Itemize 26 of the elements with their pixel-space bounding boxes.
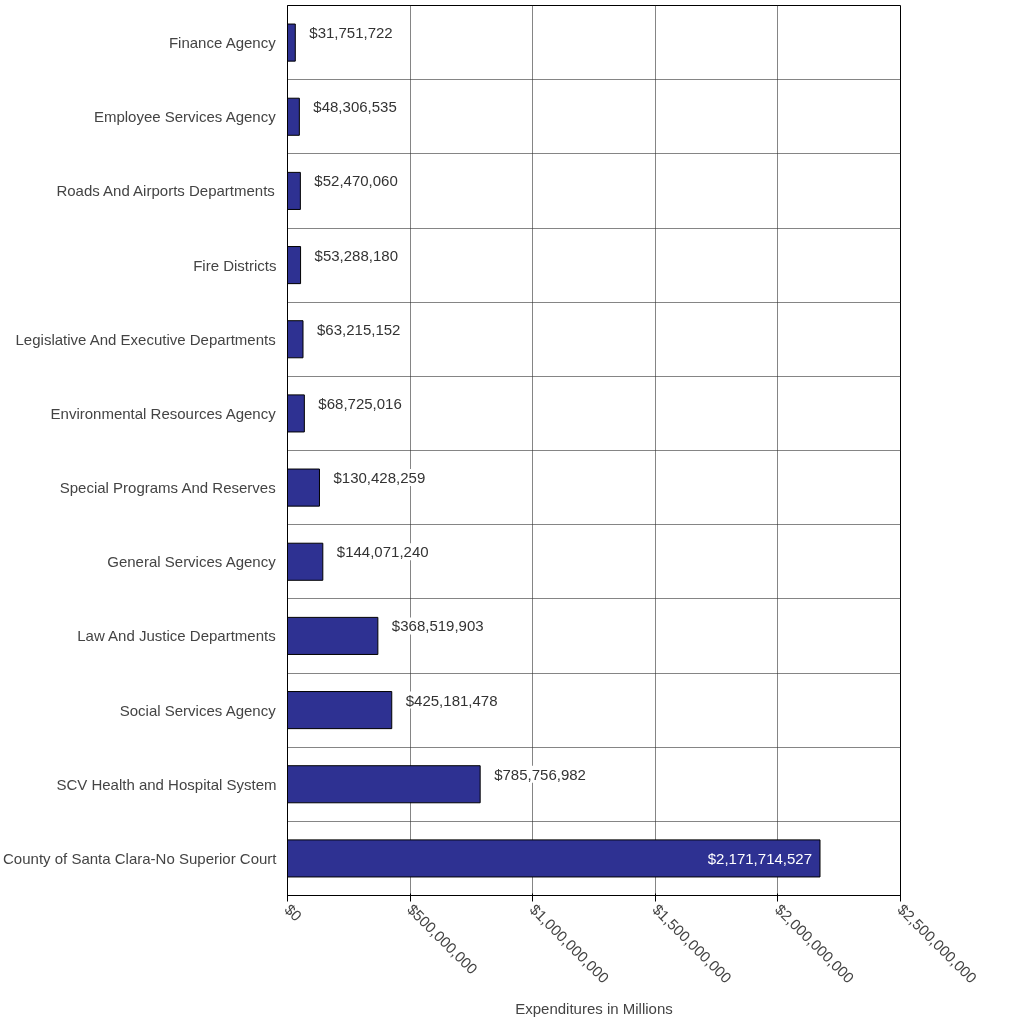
data-label: $785,756,982 [494, 765, 586, 783]
data-label: $2,171,714,527 [707, 849, 813, 867]
data-label: $52,470,060 [314, 172, 398, 190]
x-tick-label: $0 [281, 900, 306, 925]
y-tick-label: General Services Agency [107, 553, 277, 571]
data-label: $53,288,180 [314, 246, 398, 264]
data-label: $63,215,152 [317, 320, 401, 338]
data-label: $31,751,722 [309, 24, 393, 42]
y-tick-label: SCV Health and Hospital System [56, 775, 277, 793]
y-tick-label: Legislative And Executive Departments [15, 330, 276, 348]
data-label: $425,181,478 [405, 691, 498, 709]
y-tick-label: Fire Districts [193, 256, 277, 274]
y-tick-label: Employee Services Agency [93, 108, 277, 126]
data-label: $144,071,240 [336, 543, 429, 561]
y-tick-label: Roads And Airports Departments [56, 182, 275, 200]
y-tick-label: Special Programs And Reserves [59, 479, 276, 497]
y-tick-label: Finance Agency [168, 34, 277, 52]
x-axis-title: Expenditures in Millions [515, 1000, 673, 1018]
y-tick-label: Law And Justice Departments [77, 627, 276, 645]
data-label: $130,428,259 [333, 469, 426, 487]
y-tick-label: County of Santa Clara-No Superior Court [3, 849, 278, 867]
data-label: $48,306,535 [313, 98, 397, 116]
data-label: $68,725,016 [318, 394, 402, 412]
data-label: $368,519,903 [391, 617, 484, 635]
y-tick-label: Social Services Agency [119, 701, 277, 719]
y-tick-label: Environmental Resources Agency [50, 404, 277, 422]
